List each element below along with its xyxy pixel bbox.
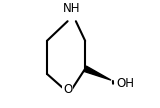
- Polygon shape: [84, 66, 111, 80]
- Text: O: O: [63, 83, 72, 96]
- Text: OH: OH: [116, 77, 134, 90]
- Text: NH: NH: [63, 2, 80, 15]
